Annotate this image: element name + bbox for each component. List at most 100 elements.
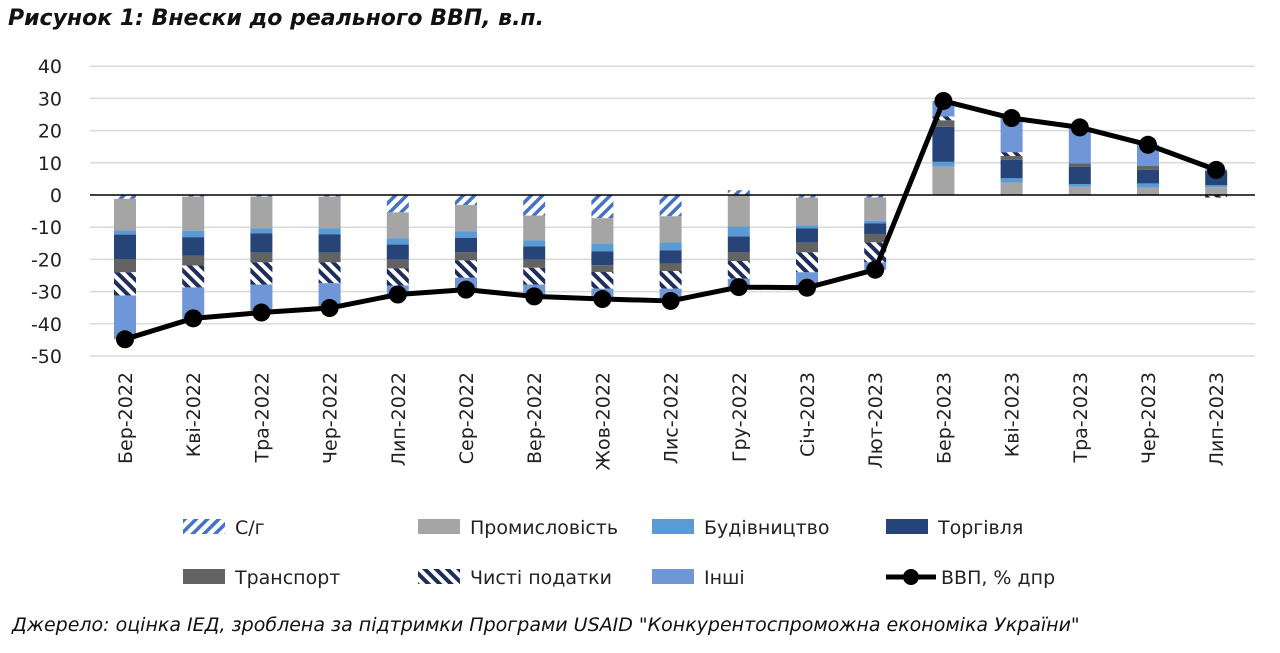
x-tick-label: Кві-2023: [1002, 372, 1024, 457]
x-tick-label: Гру-2022: [729, 372, 751, 462]
y-tick-label: -10: [31, 217, 62, 239]
bar-segment-Промисловість: [386, 212, 409, 239]
bar-segment-Промисловість: [864, 197, 887, 221]
bar-segment-Будівництво: [386, 238, 409, 245]
y-tick-label: -50: [31, 346, 62, 368]
bar-segment-Чисті податки: [591, 271, 614, 289]
bar-segment-Промисловість: [591, 218, 614, 244]
gdp-point: [184, 309, 203, 328]
bar-segment-Чисті податки: [1000, 152, 1023, 157]
bar-segment-Транспорт: [1068, 163, 1091, 167]
bar-segment-Торгівля: [318, 234, 341, 253]
bar-segment-Будівництво: [727, 226, 750, 237]
bar-segment-Чисті податки: [796, 252, 818, 273]
bar-segment-С/г: [796, 195, 818, 198]
x-tick-label: Тра-2023: [1070, 372, 1092, 464]
legend-label: ВВП, % дпр: [941, 567, 1055, 589]
bar-segment-Інші: [182, 287, 205, 319]
bar-segment-Промисловість: [727, 195, 750, 227]
legend-swatch: [418, 569, 460, 584]
legend-swatch: [183, 519, 225, 534]
bar-segment-Промисловість: [1205, 187, 1228, 195]
x-tick-label: Жов-2022: [592, 372, 614, 471]
bar-segment-С/г: [591, 195, 614, 219]
bar-segment-Чисті податки: [182, 265, 205, 288]
bar-segment-Будівництво: [250, 228, 273, 234]
bar-segment-С/г: [386, 195, 409, 213]
bar-segment-Будівництво: [1000, 178, 1023, 183]
bar-segment-Будівництво: [1137, 183, 1159, 188]
bar-segment-С/г: [523, 195, 546, 216]
bar-segment-Промисловість: [932, 166, 955, 195]
bar-segment-Промисловість: [318, 196, 341, 229]
bar-segment-Промисловість: [523, 215, 546, 241]
y-tick-label: 30: [38, 88, 62, 110]
bar-segment-Торгівля: [523, 246, 546, 260]
bar-segment-Промисловість: [1000, 182, 1023, 195]
gdp-point: [1139, 135, 1157, 154]
bar-segment-С/г: [114, 195, 136, 199]
bar-segment-Будівництво: [659, 242, 682, 251]
chart-title: Рисунок 1: Внески до реального ВВП, в.п.: [8, 6, 544, 31]
bar-segment-Транспорт: [1000, 156, 1023, 160]
bar-segment-Будівництво: [318, 228, 341, 235]
source-note: Джерело: оцінка ІЕД, зроблена за підтрим…: [12, 614, 1080, 636]
bar-segment-Інші: [1068, 127, 1091, 164]
bar-segment-Будівництво: [591, 243, 614, 252]
bar-segment-Чисті податки: [659, 270, 682, 289]
bar-segment-С/г: [864, 195, 887, 198]
y-tick-label: -30: [31, 282, 62, 304]
bar-segment-Транспорт: [1137, 166, 1159, 170]
bar-segment-Транспорт: [796, 242, 818, 253]
bar-segment-Торгівля: [1000, 159, 1023, 179]
gdp-point: [866, 260, 885, 279]
bar-segment-Промисловість: [1137, 187, 1159, 195]
gdp-point: [593, 290, 612, 309]
legend-label: Інші: [704, 567, 745, 589]
x-tick-label: Лип-2022: [388, 372, 410, 466]
x-tick-label: Чер-2022: [320, 372, 342, 464]
y-tick-label: -20: [31, 249, 62, 271]
bar-segment-Чисті податки: [932, 116, 955, 121]
legend-swatch: [418, 519, 460, 534]
bar-segment-Інші: [1000, 118, 1023, 153]
bar-segment-С/г: [659, 195, 682, 217]
legend-label: Транспорт: [234, 567, 340, 589]
bar-segment-Транспорт: [182, 255, 205, 266]
bar-segment-Транспорт: [727, 251, 750, 262]
bar-segment-Чисті податки: [727, 261, 750, 279]
bar-segment-Будівництво: [932, 161, 955, 167]
y-tick-label: 0: [50, 185, 62, 207]
bar-segment-С/г: [455, 195, 477, 205]
bar-segment-Транспорт: [591, 265, 614, 272]
bar-segment-С/г: [318, 195, 341, 197]
gdp-point: [729, 278, 748, 297]
bar-segment-С/г: [250, 195, 273, 197]
bar-segment-Чисті податки: [523, 267, 546, 285]
y-tick-label: -40: [31, 314, 62, 336]
bar-segment-Промисловість: [1068, 186, 1091, 195]
bar-segment-Чисті податки: [114, 272, 136, 296]
gdp-point: [457, 280, 475, 299]
x-tick-label: Лис-2022: [661, 372, 683, 464]
bar-segment-Транспорт: [386, 259, 409, 269]
bar-segment-Інші: [114, 295, 136, 340]
legend-swatch: [652, 519, 694, 534]
legend-swatch: [652, 569, 694, 584]
legend-swatch: [886, 519, 928, 534]
bar-segment-Торгівля: [932, 126, 955, 162]
legend-marker: [903, 569, 919, 585]
bar-segment-Будівництво: [1205, 185, 1228, 188]
x-tick-label: Бер-2022: [115, 372, 137, 464]
bar-segment-Будівництво: [796, 225, 818, 229]
bar-segment-Чисті податки: [455, 260, 477, 278]
bar-segment-Торгівля: [727, 236, 750, 252]
gdp-point: [661, 291, 680, 310]
x-tick-label: Вер-2022: [524, 372, 546, 464]
bar-segment-Чисті податки: [318, 262, 341, 284]
x-tick-label: Чер-2023: [1138, 372, 1160, 464]
bar-segment-Транспорт: [250, 252, 273, 263]
bar-segment-Торгівля: [386, 244, 409, 260]
legend-label: Торгівля: [937, 517, 1023, 539]
